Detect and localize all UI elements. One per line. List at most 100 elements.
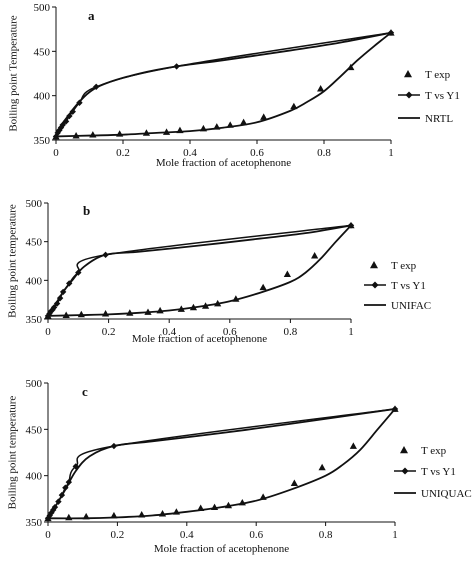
exp-point [110, 511, 118, 519]
exp-point [387, 29, 395, 36]
exp-point [199, 124, 207, 132]
x-tick-label: 0 [53, 147, 59, 159]
x-tick-label: 0.8 [317, 147, 331, 159]
vapor-point [69, 108, 76, 115]
exp-point [214, 299, 222, 307]
x-axis-label: Mole fraction of acetophenone [156, 157, 291, 169]
x-tick-label: 1 [348, 326, 354, 338]
y-tick-label: 400 [26, 275, 43, 287]
exp-point [162, 128, 171, 135]
legend-diamond-marker [405, 91, 413, 99]
y-tick-label: 500 [26, 198, 43, 210]
y-axis-label: Boiling point temperature [7, 396, 19, 510]
exp-point [52, 132, 60, 140]
exp-point [89, 131, 97, 138]
panel-b: 350 400 450 500 0 0.2 0.4 0.6 0.8 1 Mole fraction … [7, 198, 432, 345]
exp-point [65, 513, 73, 521]
y-tick-label: 350 [26, 314, 43, 326]
vapor-point [75, 269, 82, 276]
exp-point [226, 121, 234, 128]
vapor-point [66, 112, 73, 120]
y-tick-label: 450 [26, 237, 43, 249]
exp-point [240, 118, 248, 126]
exp-point [44, 514, 52, 522]
exp-point [290, 479, 298, 486]
y-tick-label: 450 [34, 46, 51, 58]
vapor-point [49, 306, 56, 313]
vapor-point [58, 491, 66, 499]
exp-point [259, 283, 267, 291]
x-tick-label: 0.6 [250, 147, 264, 159]
exp-point [290, 102, 298, 110]
y-tick-label: 400 [34, 91, 51, 103]
exp-point [238, 498, 246, 506]
exp-point [116, 130, 124, 137]
legend-entry: T exp [421, 445, 447, 457]
vapor-point [62, 118, 70, 125]
x-tick-label: 0.2 [111, 529, 125, 541]
exp-point [318, 463, 326, 471]
vapor-point [59, 121, 66, 129]
vapor-point [173, 63, 180, 70]
y-tick-label: 500 [34, 2, 51, 14]
vapor-point [50, 304, 58, 311]
exp-point [213, 123, 221, 130]
y-axis-label: Boiling point temperature [7, 204, 19, 318]
legend-entry: T vs Y1 [425, 90, 460, 102]
y-tick-label: 350 [34, 135, 51, 147]
x-tick-label: 0.2 [116, 147, 130, 159]
y-tick-label: 400 [26, 471, 43, 483]
exp-point [210, 503, 219, 511]
exp-point [142, 129, 151, 136]
legend-entry: T vs Y1 [391, 280, 426, 292]
exp-point [259, 493, 267, 500]
legend: T exp T vs Y1 UNIQUAC [394, 445, 472, 500]
exp-point [283, 270, 291, 278]
x-tick-label: 0 [45, 529, 51, 541]
exp-point [158, 510, 167, 517]
legend-triangle-marker [370, 261, 378, 269]
x-axis-label: Mole fraction of acetophenone [154, 543, 289, 555]
panel-c: 350 400 450 500 0 0.2 0.4 0.6 0.8 1 Mole fraction … [7, 378, 472, 555]
exp-point [349, 442, 357, 449]
x-tick-label: 0.4 [183, 147, 197, 159]
vapor-point [102, 251, 109, 259]
y-tick-label: 450 [26, 424, 43, 436]
exp-point [126, 309, 134, 316]
exp-point [77, 310, 85, 318]
model-curve [47, 224, 352, 317]
x-axis-label: Mole fraction of acetophenone [132, 333, 267, 345]
exp-point [260, 113, 268, 120]
vapor-point [51, 503, 59, 511]
x-tick-label: 1 [388, 147, 394, 159]
legend-triangle-marker [404, 70, 412, 78]
vapor-point [110, 442, 118, 450]
exp-point [347, 221, 355, 229]
x-tick-label: 1 [392, 529, 398, 541]
panel-a: 350 400 450 500 0 0.2 0.4 0.6 0.8 1 Mole fraction … [8, 2, 460, 169]
legend-entry: UNIQUAC [421, 488, 472, 500]
exp-point [101, 309, 110, 317]
legend-entry: UNIFAC [391, 300, 431, 312]
panel-label: b [83, 203, 90, 218]
vapor-point [55, 498, 62, 505]
panel-label: a [88, 8, 95, 23]
legend-entry: T vs Y1 [421, 466, 456, 478]
x-tick-label: 0.6 [223, 326, 237, 338]
x-tick-label: 0.4 [180, 529, 194, 541]
legend-diamond-marker [401, 467, 409, 475]
model-curve [47, 408, 396, 520]
exp-point [144, 308, 152, 315]
vapor-point [53, 300, 61, 307]
model-curve [55, 31, 392, 137]
exp-point [176, 126, 184, 134]
x-tick-label: 0.6 [249, 529, 263, 541]
exp-point [232, 295, 240, 302]
exp-point [177, 305, 185, 312]
legend: T exp T vs Y1 UNIFAC [364, 260, 431, 312]
exp-point [138, 510, 146, 518]
vapor-point [72, 463, 79, 470]
y-tick-label: 350 [26, 517, 43, 529]
legend-entry: T exp [391, 260, 417, 272]
exp-point [72, 131, 80, 139]
